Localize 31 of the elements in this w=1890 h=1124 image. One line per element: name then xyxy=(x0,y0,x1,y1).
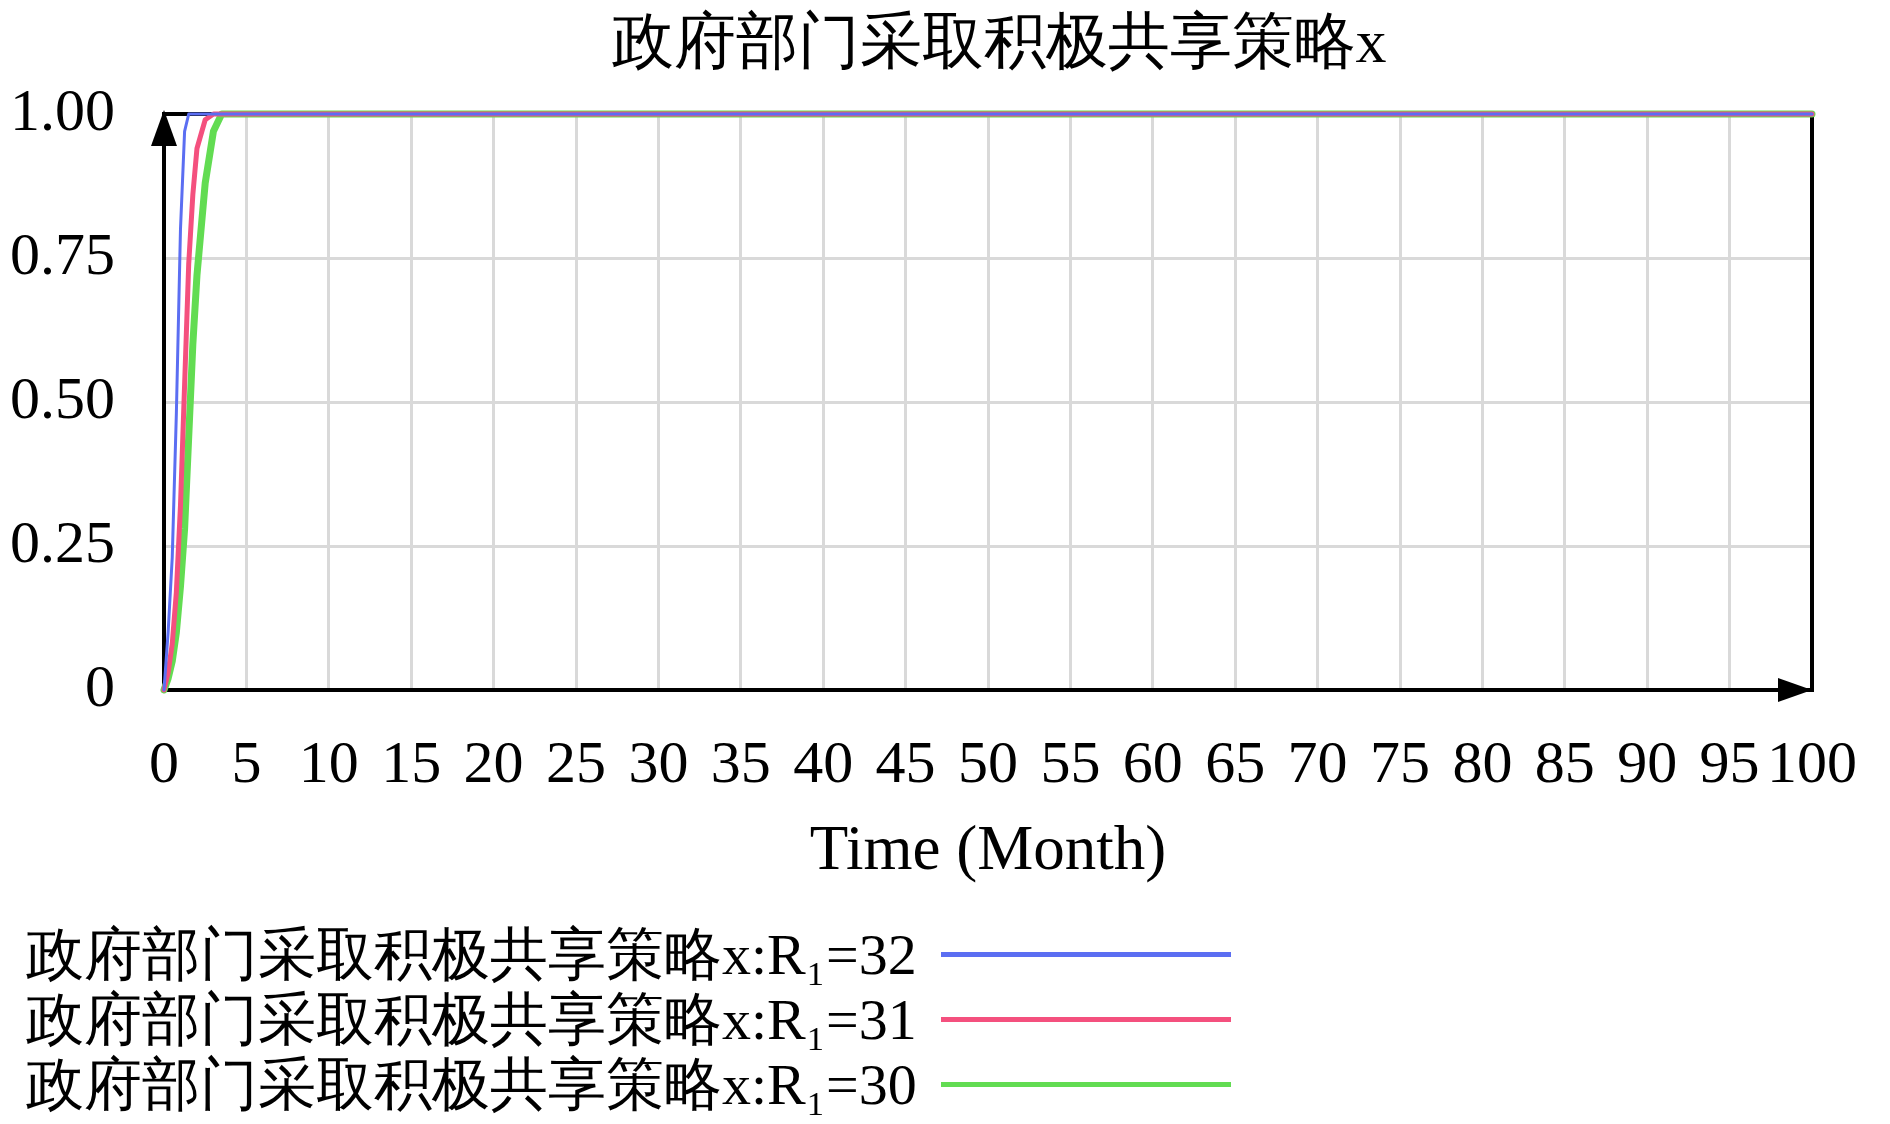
x-axis-title: Time (Month) xyxy=(809,812,1167,883)
x-tick-label: 65 xyxy=(1205,728,1266,795)
x-tick-label: 80 xyxy=(1452,728,1513,795)
x-tick-label: 25 xyxy=(546,728,606,795)
y-tick-label: 0.50 xyxy=(10,364,115,431)
x-tick-label: 55 xyxy=(1040,728,1101,795)
x-tick-label: 5 xyxy=(231,728,262,795)
y-tick-label: 0.25 xyxy=(10,508,115,575)
x-tick-label: 30 xyxy=(628,728,689,795)
x-tick-label: 20 xyxy=(463,728,524,795)
x-tick-label: 100 xyxy=(1767,728,1857,795)
legend-label: 政府部门采取积极共享策略x:R₁=30 xyxy=(26,1052,917,1117)
x-tick-label: 50 xyxy=(958,728,1018,795)
x-tick-label: 95 xyxy=(1699,728,1760,795)
x-tick-label: 45 xyxy=(875,728,936,795)
x-tick-label: 10 xyxy=(298,728,359,795)
x-tick-label: 0 xyxy=(149,728,179,795)
y-tick-label: 0.75 xyxy=(10,220,115,287)
chart-title: 政府部门采取积极共享策略x xyxy=(610,6,1388,76)
x-tick-label: 40 xyxy=(793,728,854,795)
x-tick-label: 75 xyxy=(1370,728,1430,795)
x-tick-label: 60 xyxy=(1122,728,1183,795)
y-tick-label: 0 xyxy=(85,652,115,719)
legend-label: 政府部门采取积极共享策略x:R₁=32 xyxy=(26,922,917,987)
x-tick-label: 70 xyxy=(1287,728,1348,795)
y-tick-label: 1.00 xyxy=(10,76,115,143)
x-tick-label: 90 xyxy=(1617,728,1678,795)
x-tick-label: 85 xyxy=(1534,728,1595,795)
x-tick-label: 35 xyxy=(710,728,771,795)
legend-label: 政府部门采取积极共享策略x:R₁=31 xyxy=(26,987,917,1052)
x-tick-label: 15 xyxy=(381,728,442,795)
